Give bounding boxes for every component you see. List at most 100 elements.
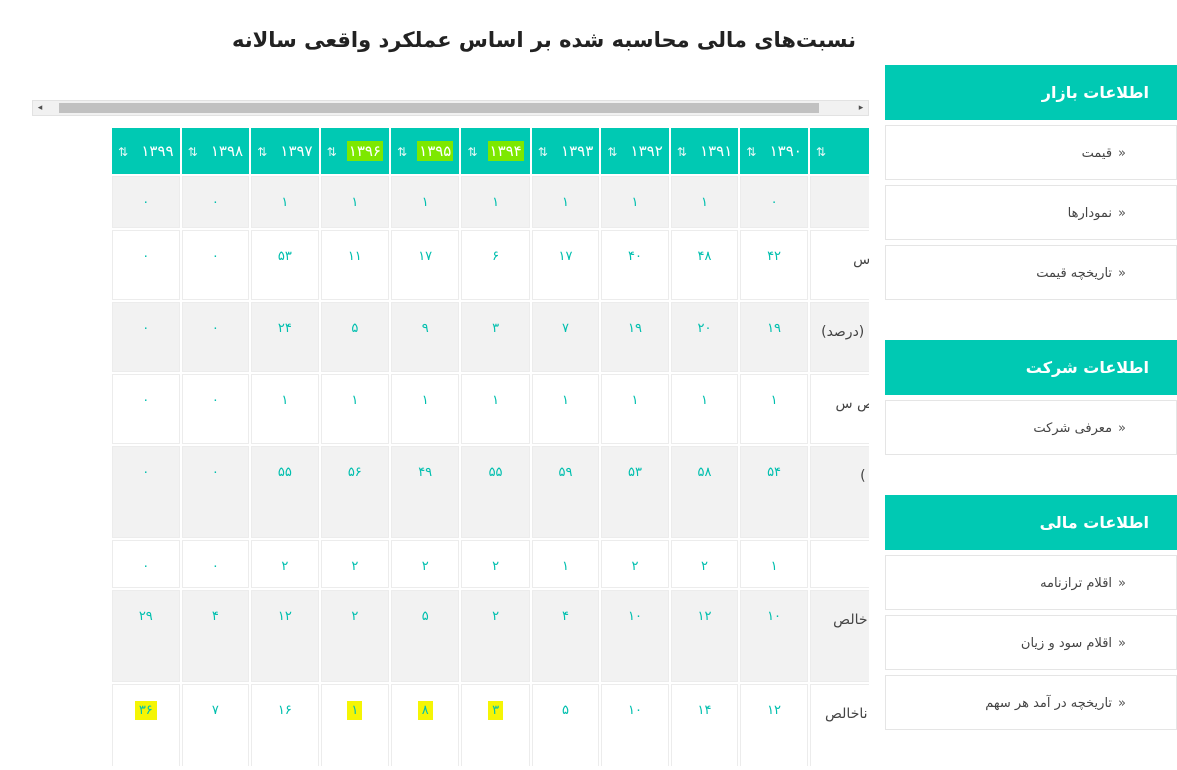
row-label: بدهی به ح ص س <box>809 374 869 444</box>
column-header-year[interactable]: ۱۳۹۰ ⇅ <box>740 128 808 174</box>
sidebar-link[interactable]: « تاریخچه در آمد هر سهم <box>885 675 1177 730</box>
table-cell: ۱۰ <box>601 684 669 766</box>
column-header-year[interactable]: ۱۳۹۲ ⇅ <box>601 128 669 174</box>
table-cell: ۱ <box>320 176 389 228</box>
arrow-left-icon[interactable]: ◂ <box>37 103 43 113</box>
table-cell: ۱۹ <box>740 302 808 372</box>
table-cell: ۱ <box>320 374 389 444</box>
table-cell: ۱ <box>531 540 600 588</box>
table-cell: ۱۲ <box>251 590 319 682</box>
column-header-year[interactable]: ۱۳۹۱ ⇅ <box>670 128 739 174</box>
table-cell: ۷ <box>531 302 600 372</box>
table-cell: ۱۰ <box>601 590 669 682</box>
row-label: حاشیه سود ناخالص (درصد) <box>809 684 869 766</box>
column-header-label: ۱۳۹۶ <box>346 141 383 161</box>
table-cell: ۴ <box>531 590 600 682</box>
column-header-year[interactable]: ۱۳۹۴ ⇅ <box>461 128 530 174</box>
sort-arrows-icon[interactable]: ⇅ <box>607 145 618 159</box>
table-cell: ۲ <box>320 540 389 588</box>
table-cell: ۴۲ <box>740 230 808 300</box>
column-header-year[interactable]: ۱۳۹۳ ⇅ <box>531 128 600 174</box>
row-label: جاری <box>809 540 869 588</box>
sort-arrows-icon[interactable]: ⇅ <box>815 145 826 159</box>
table-cell: ۴۹ <box>391 446 460 538</box>
table-cell: ۰ <box>112 302 180 372</box>
sidebar-link[interactable]: « نمودارها <box>885 185 1177 240</box>
sort-arrows-icon[interactable]: ⇅ <box>257 145 268 159</box>
column-header-title[interactable]: عنوان⇅ <box>809 128 869 174</box>
double-chevron-left-icon: « <box>1118 266 1126 281</box>
table-row: آنی۰۱۱۱۱۱۱۱۰۰ <box>112 176 869 228</box>
table-cell: ۲ <box>391 540 460 588</box>
page-title: نسبت‌های مالی محاسبه شده بر اساس عملکرد … <box>231 28 856 52</box>
scrollbar-thumb[interactable] <box>59 103 819 113</box>
sort-arrows-icon[interactable]: ⇅ <box>537 145 548 159</box>
table-cell: ۵۵ <box>461 446 530 538</box>
table-row: جاری۱۲۲۱۲۲۲۲۰۰ <box>112 540 869 588</box>
sort-arrows-icon[interactable]: ⇅ <box>118 145 129 159</box>
sidebar-section: اطلاعات بازار « قیمت « نمودارها « تاریخچه قیمت <box>885 65 1177 300</box>
column-header-year[interactable]: ۱۳۹۶ ⇅ <box>320 128 389 174</box>
table-cell: ۱۴ <box>670 684 739 766</box>
sidebar-section: اطلاعات شرکت « معرفی شرکت <box>885 340 1177 455</box>
row-label: بازده دارایی (درصد) <box>809 302 869 372</box>
table-cell: ۸ <box>391 684 460 766</box>
table-cell: ۳ <box>461 684 530 766</box>
table-cell: ۱ <box>740 374 808 444</box>
sort-arrows-icon[interactable]: ⇅ <box>397 145 408 159</box>
table-cell: ۲ <box>461 540 530 588</box>
sort-arrows-icon[interactable]: ⇅ <box>676 145 687 159</box>
sidebar-link[interactable]: « اقلام سود و زیان <box>885 615 1177 670</box>
table-cell: ۲ <box>670 540 739 588</box>
table-cell: ۵ <box>531 684 600 766</box>
sidebar-link-label: اقلام ترازنامه <box>1040 576 1113 591</box>
table-cell: ۰ <box>181 302 250 372</box>
sidebar-link[interactable]: « قیمت <box>885 125 1177 180</box>
sidebar-link[interactable]: « معرفی شرکت <box>885 400 1177 455</box>
sort-arrows-icon[interactable]: ⇅ <box>467 145 478 159</box>
double-chevron-left-icon: « <box>1118 421 1126 436</box>
sort-arrows-icon[interactable]: ⇅ <box>326 145 337 159</box>
double-chevron-left-icon: « <box>1118 206 1126 221</box>
financial-ratios-table: عنوان⇅۱۳۹۰⇅۱۳۹۱⇅۱۳۹۲⇅۱۳۹۳⇅۱۳۹۴⇅۱۳۹۵⇅۱۳۹۶… <box>110 126 869 766</box>
double-chevron-left-icon: « <box>1118 146 1126 161</box>
table-cell: ۰ <box>740 176 808 228</box>
table-cell: ۱ <box>740 540 808 588</box>
table-cell: ۲ <box>251 540 319 588</box>
horizontal-scrollbar[interactable]: ◂ ▸ <box>32 100 869 116</box>
sidebar-section-title: اطلاعات شرکت <box>885 340 1177 395</box>
table-cell: ۵۸ <box>670 446 739 538</box>
sidebar-section-title: اطلاعات مالی <box>885 495 1177 550</box>
table-cell: ۵۳ <box>601 446 669 538</box>
table-cell: ۱۲ <box>670 590 739 682</box>
highlighted-value: ۳۶ <box>134 701 157 720</box>
table-cell: ۱ <box>670 374 739 444</box>
table-cell: ۱ <box>601 374 669 444</box>
column-header-year[interactable]: ۱۳۹۹ ⇅ <box>112 128 180 174</box>
arrow-right-icon[interactable]: ▸ <box>858 103 864 113</box>
row-label: حاشیه سود خالص (درصد) <box>809 590 869 682</box>
sidebar-link[interactable]: « تاریخچه قیمت <box>885 245 1177 300</box>
sidebar-link[interactable]: « اقلام ترازنامه <box>885 555 1177 610</box>
table-cell: ۱۰ <box>740 590 808 682</box>
table-cell: ۴۰ <box>601 230 669 300</box>
column-header-label: ۱۳۹۵ <box>417 141 454 161</box>
double-chevron-left-icon: « <box>1118 576 1126 591</box>
column-header-year[interactable]: ۱۳۹۸ ⇅ <box>181 128 250 174</box>
ratios-table-container: عنوان⇅۱۳۹۰⇅۱۳۹۱⇅۱۳۹۲⇅۱۳۹۳⇅۱۳۹۴⇅۱۳۹۵⇅۱۳۹۶… <box>32 126 869 766</box>
column-header-label: ۱۳۹۲ <box>630 142 663 160</box>
column-header-label: ۱۳۹۷ <box>280 142 313 160</box>
sort-arrows-icon[interactable]: ⇅ <box>746 145 757 159</box>
column-header-year[interactable]: ۱۳۹۷ ⇅ <box>251 128 319 174</box>
sort-arrows-icon[interactable]: ⇅ <box>187 145 198 159</box>
sidebar-section: اطلاعات مالی « اقلام ترازنامه « اقلام سود و … <box>885 495 1177 730</box>
table-cell: ۵ <box>391 590 460 682</box>
sidebar-link-label: تاریخچه در آمد هر سهم <box>985 696 1113 711</box>
table-cell: ۱۷ <box>391 230 460 300</box>
column-header-year[interactable]: ۱۳۹۵ ⇅ <box>391 128 460 174</box>
table-cell: ۱ <box>251 176 319 228</box>
table-cell: ۹ <box>391 302 460 372</box>
